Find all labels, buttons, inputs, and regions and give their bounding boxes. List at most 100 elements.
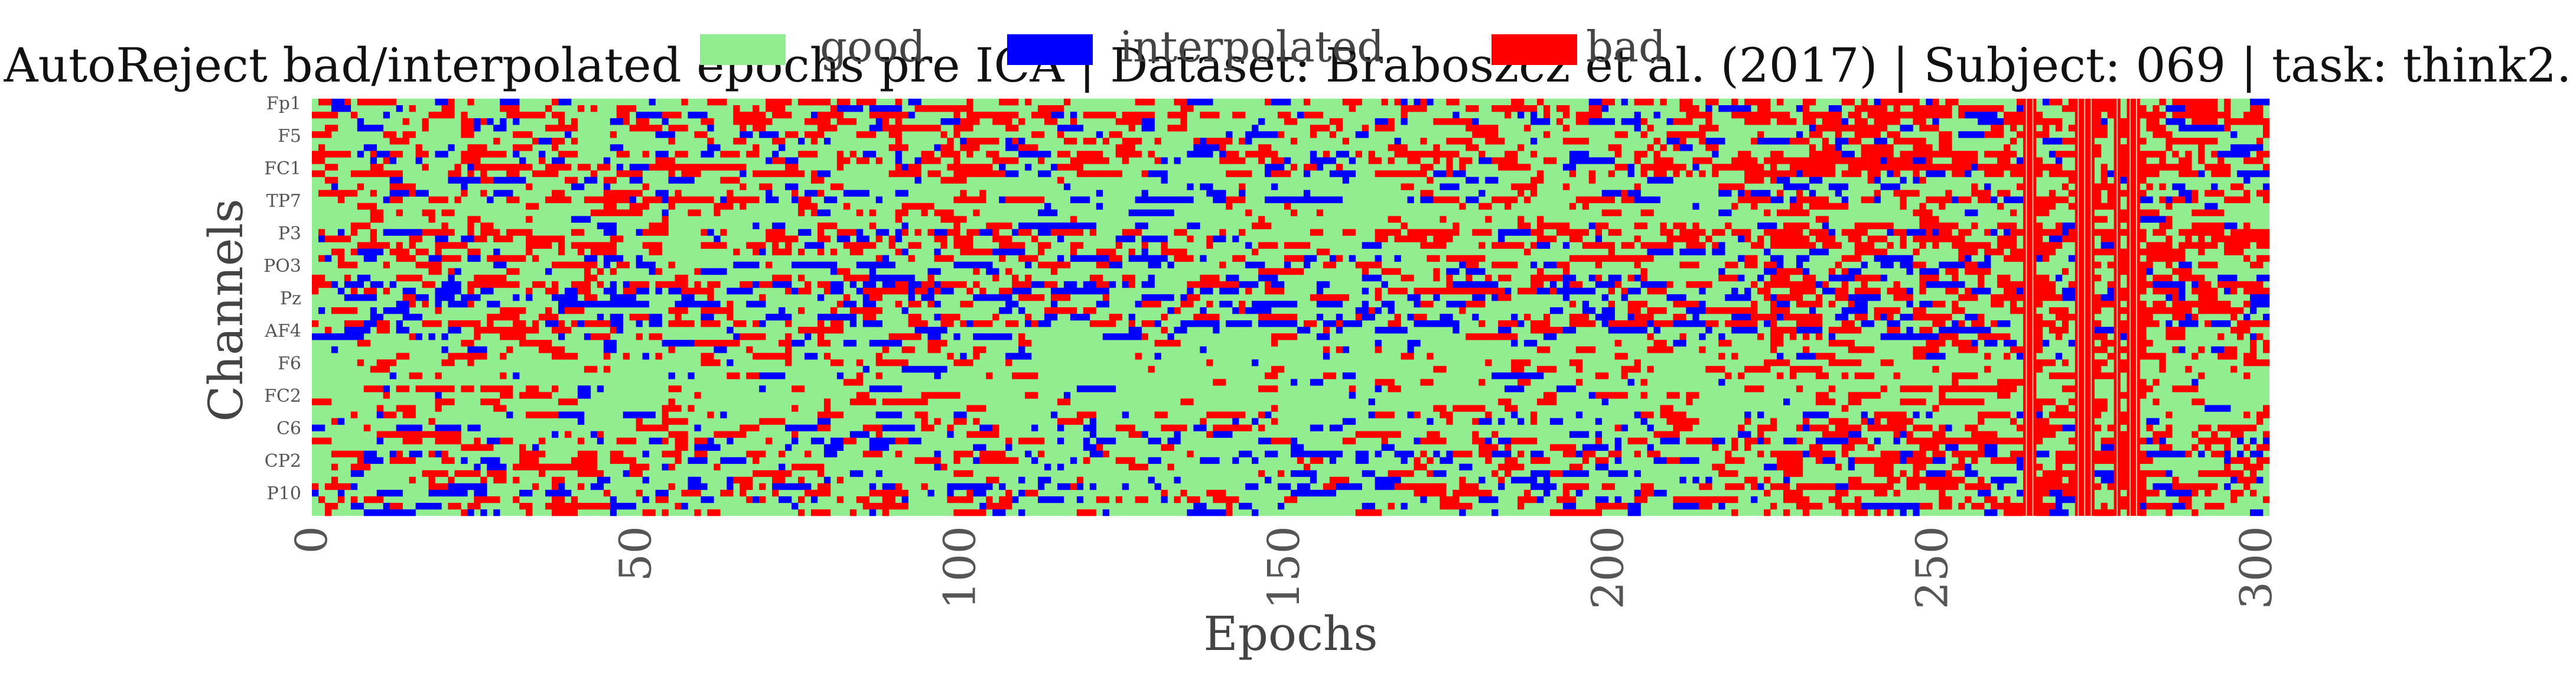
heatmap-cell-interpolated [1848, 294, 1855, 301]
heatmap-cell-bad [2036, 314, 2043, 321]
heatmap-cell-bad [1407, 151, 1414, 158]
heatmap-cell-interpolated [869, 105, 876, 112]
heatmap-cell-bad [2198, 261, 2205, 269]
heatmap-cell-interpolated [655, 287, 662, 295]
heatmap-cell-interpolated [1005, 294, 1012, 301]
heatmap-cell-interpolated [655, 112, 662, 119]
heatmap-cell-bad [766, 118, 773, 125]
heatmap-cell-bad [856, 359, 864, 366]
heatmap-cell-bad [552, 190, 559, 197]
heatmap-cell-interpolated [888, 261, 895, 269]
heatmap-cell-bad [1796, 235, 1803, 242]
heatmap-cell-bad [441, 242, 448, 249]
heatmap-cell-bad [1388, 229, 1395, 236]
heatmap-cell-bad [1874, 151, 1881, 158]
heatmap-cell-bad [1731, 261, 1738, 269]
heatmap-cell-bad [1841, 320, 1849, 327]
heatmap-cell-bad [1050, 261, 1058, 269]
heatmap-cell-bad [363, 340, 371, 347]
heatmap-cell-bad [973, 281, 980, 288]
heatmap-cell-bad [1536, 177, 1544, 184]
heatmap-cell-bad [1446, 151, 1453, 158]
heatmap-cell-bad [1096, 281, 1103, 288]
heatmap-cell-bad [545, 242, 552, 249]
heatmap-cell-bad [1718, 340, 1725, 347]
heatmap-cell-bad [2165, 222, 2173, 229]
heatmap-cell-bad [409, 333, 416, 340]
heatmap-cell-bad [1504, 157, 1512, 164]
heatmap-cell-bad [875, 157, 882, 164]
heatmap-cell-interpolated [1012, 287, 1019, 295]
heatmap-cell-bad [2172, 300, 2179, 308]
heatmap-cell-bad [1783, 307, 1790, 314]
heatmap-cell-bad [1187, 281, 1194, 288]
heatmap-cell-bad [2036, 340, 2043, 347]
heatmap-cell-bad [623, 151, 630, 158]
heatmap-cell-bad [461, 242, 468, 249]
heatmap-cell-bad [823, 327, 831, 334]
heatmap-cell-bad [1122, 229, 1129, 236]
heatmap-cell-bad [2152, 209, 2160, 216]
heatmap-cell-bad [636, 125, 643, 132]
heatmap-cell-bad [616, 190, 624, 197]
heatmap-cell-interpolated [1167, 196, 1174, 203]
heatmap-cell-bad [1893, 287, 1900, 295]
heatmap-cell-bad [1744, 307, 1751, 314]
heatmap-cell-interpolated [461, 183, 468, 190]
heatmap-cell-bad [1718, 307, 1725, 314]
heatmap-cell-bad [1433, 229, 1440, 236]
heatmap-cell-bad [1427, 151, 1434, 158]
heatmap-cell-bad [772, 235, 779, 242]
heatmap-cell-bad [318, 99, 325, 106]
heatmap-cell-bad [1180, 99, 1187, 106]
heatmap-cell-interpolated [1511, 229, 1518, 236]
heatmap-cell-interpolated [1653, 196, 1660, 203]
heatmap-cell-bad [1057, 164, 1064, 171]
heatmap-cell-interpolated [1504, 287, 1512, 295]
heatmap-cell-bad [2055, 229, 2063, 236]
heatmap-cell-bad [1453, 229, 1460, 236]
heatmap-cell-bad [474, 248, 481, 256]
heatmap-cell-interpolated [1226, 320, 1233, 327]
heatmap-cell-bad [2107, 235, 2114, 242]
heatmap-cell-bad [1887, 157, 1894, 164]
heatmap-cell-bad [376, 327, 384, 334]
heatmap-cell-bad [1491, 105, 1499, 112]
heatmap-cell-interpolated [1809, 125, 1816, 132]
heatmap-cell-bad [1673, 118, 1680, 125]
heatmap-cell-bad [636, 314, 643, 321]
heatmap-cell-bad [1751, 366, 1758, 373]
heatmap-cell-interpolated [1252, 261, 1259, 269]
heatmap-cell-bad [1569, 203, 1577, 210]
heatmap-cell-bad [979, 196, 986, 203]
heatmap-cell-bad [1232, 170, 1239, 177]
heatmap-cell-bad [1919, 177, 1926, 184]
heatmap-cell-interpolated [707, 125, 714, 132]
heatmap-cell-bad [1906, 157, 1913, 164]
heatmap-cell-bad [2172, 314, 2179, 321]
heatmap-cell-bad [1310, 164, 1317, 171]
heatmap-cell-bad [1815, 131, 1823, 138]
heatmap-cell-bad [1569, 170, 1577, 177]
heatmap-cell-interpolated [668, 177, 675, 184]
heatmap-cell-interpolated [1355, 307, 1363, 314]
heatmap-cell-bad [2036, 320, 2043, 327]
heatmap-cell-bad [1478, 320, 1486, 327]
heatmap-cell-bad [779, 274, 786, 282]
heatmap-cell-interpolated [1323, 333, 1330, 340]
heatmap-cell-bad [357, 359, 364, 366]
heatmap-cell-interpolated [1187, 222, 1194, 229]
heatmap-cell-bad [986, 170, 993, 177]
heatmap-cell-interpolated [1102, 333, 1110, 340]
heatmap-cell-bad [552, 125, 559, 132]
heatmap-cell-bad [714, 281, 721, 288]
heatmap-cell-bad [869, 209, 876, 216]
heatmap-cell-interpolated [1738, 190, 1745, 197]
heatmap-cell-interpolated [1738, 294, 1745, 301]
heatmap-cell-bad [493, 138, 500, 145]
heatmap-cell-interpolated [843, 340, 851, 347]
heatmap-cell-interpolated [1692, 307, 1699, 314]
heatmap-cell-bad [2042, 229, 2050, 236]
heatmap-cell-interpolated [454, 327, 461, 334]
heatmap-cell-interpolated [1420, 320, 1427, 327]
